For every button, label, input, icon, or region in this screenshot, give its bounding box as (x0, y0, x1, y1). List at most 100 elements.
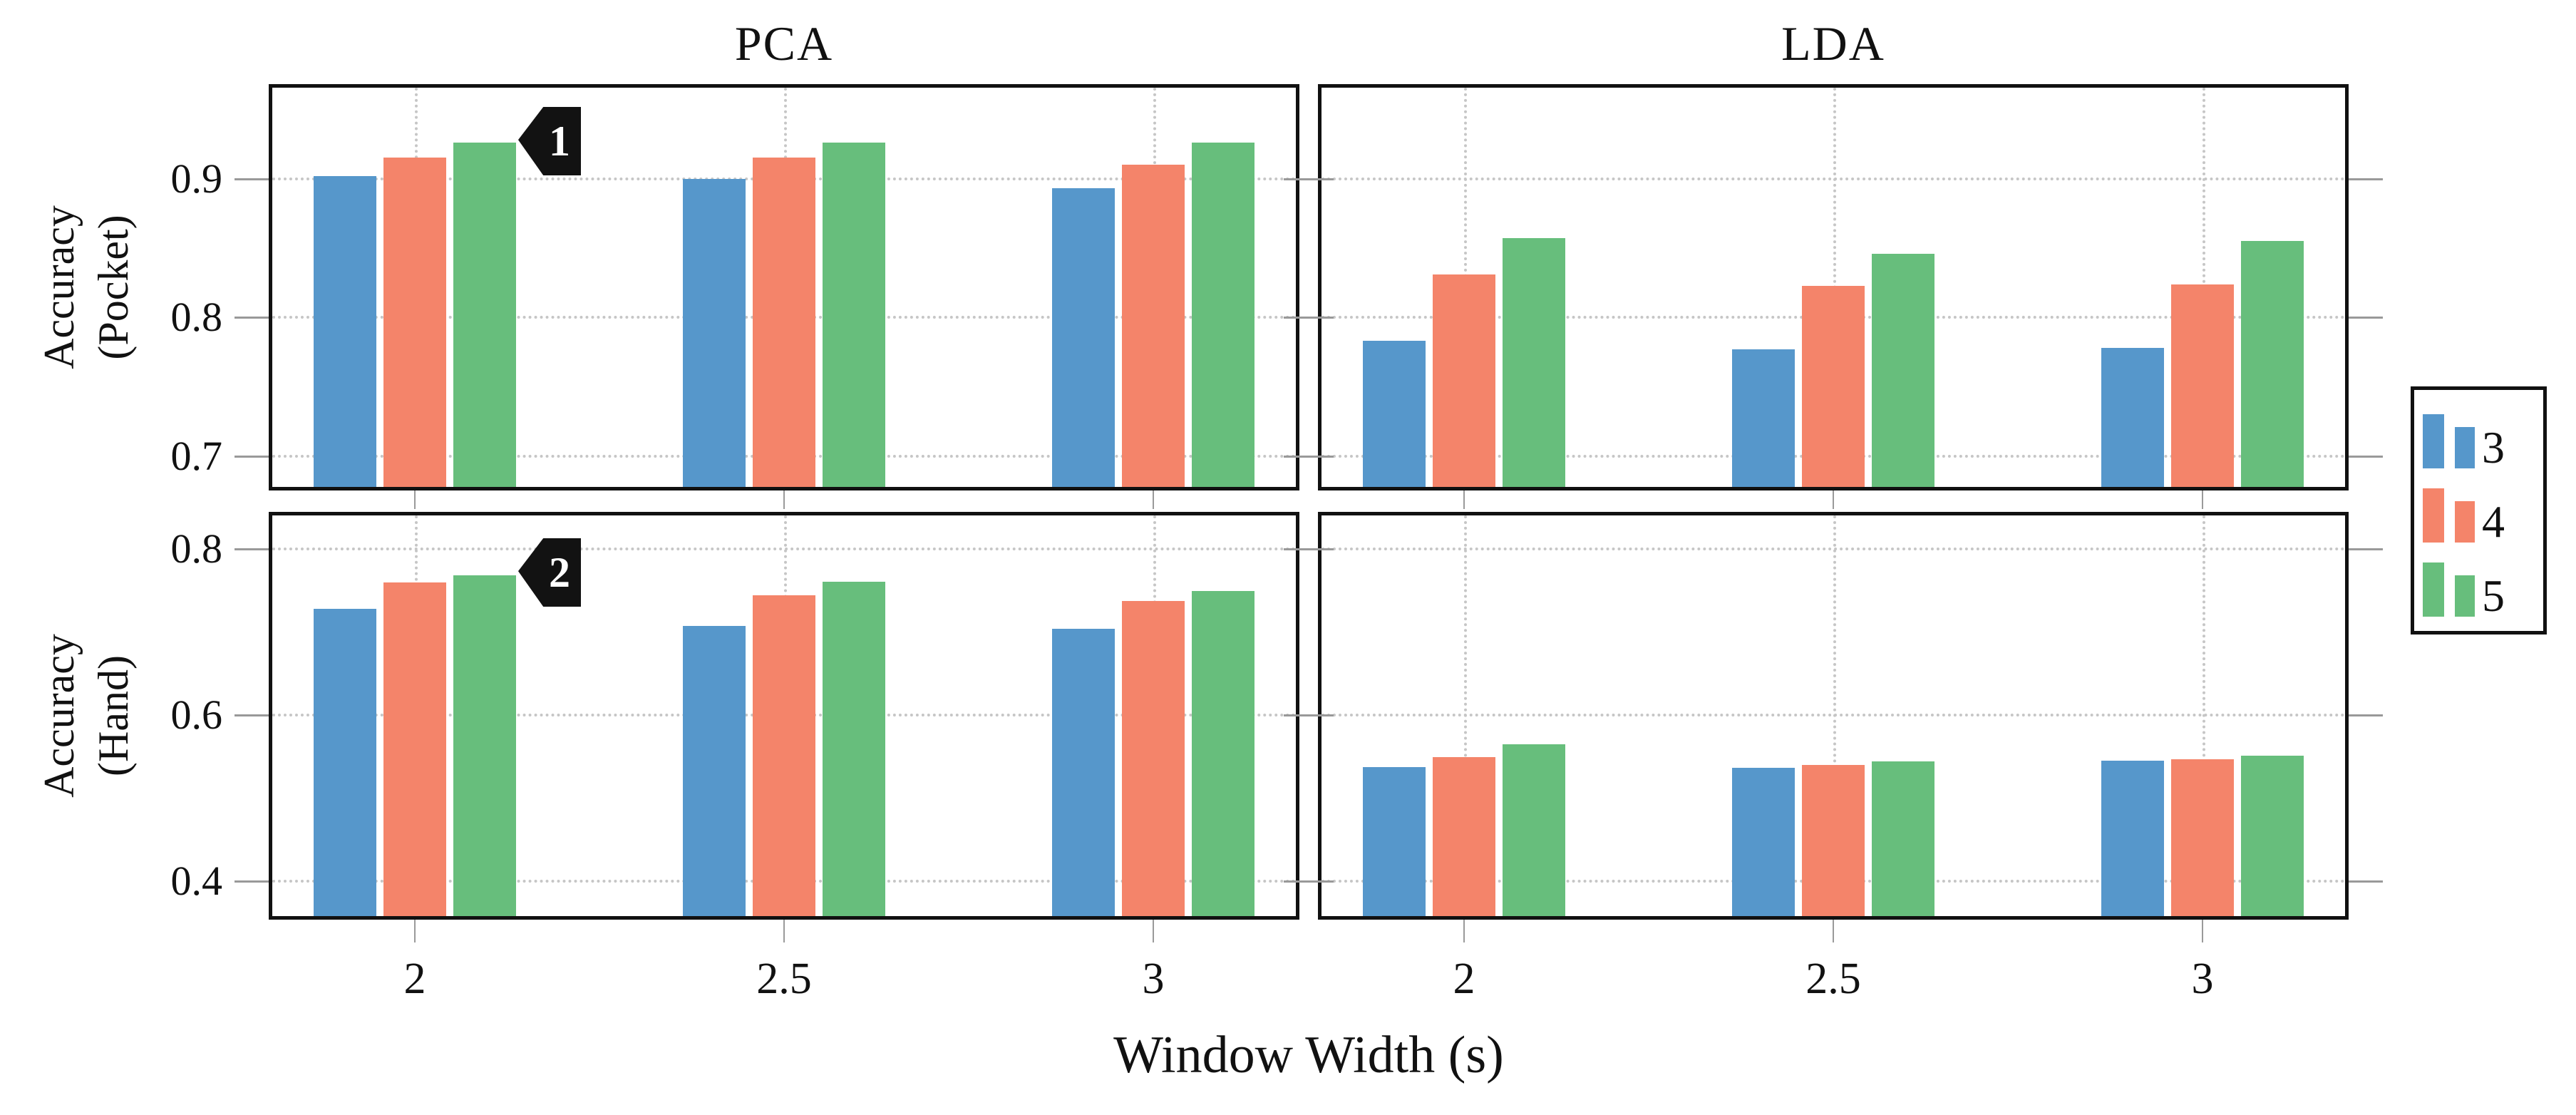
bar-lda-hand-w2.5-s4 (1802, 764, 1865, 916)
x-tick-label-3: 3 (1142, 955, 1165, 1003)
bar-pca-hand-w2-s4 (383, 582, 446, 916)
annotation-marker-1: 1 (518, 107, 581, 175)
plot-area-lda-pocket (1322, 88, 2345, 487)
legend-swatch-4-short (2455, 501, 2475, 543)
legend-swatch-5-short (2455, 575, 2475, 617)
y-tick-label-0.8: 0.8 (170, 294, 223, 341)
y-tick-0.8 (1284, 548, 1318, 550)
y-tick-right-0.8 (2349, 317, 2383, 319)
x-tick-2 (1463, 490, 1465, 509)
annotation-marker-1-label: 1 (549, 117, 570, 165)
bar-lda-hand-w2-s3 (1363, 767, 1426, 916)
x-tick-label-3: 3 (2191, 955, 2214, 1003)
bar-pca-pocket-w2-s4 (383, 158, 446, 487)
legend-swatch-3-short (2455, 427, 2475, 468)
x-tick-2 (1463, 920, 1465, 942)
bar-pca-hand-w3-s3 (1052, 628, 1115, 916)
bar-lda-hand-w3-s4 (2171, 759, 2234, 916)
bar-lda-pocket-w3-s3 (2101, 348, 2164, 487)
y-tick-0.8 (235, 317, 269, 319)
y-tick-right-0.6 (2349, 714, 2383, 716)
x-tick-3 (1153, 490, 1154, 509)
bar-lda-pocket-w2.5-s5 (1872, 253, 1934, 487)
y-tick-0.6 (1284, 714, 1318, 716)
plot-pca-pocket (269, 84, 1299, 490)
bar-pca-pocket-w3-s3 (1052, 188, 1115, 487)
bar-lda-pocket-w2-s4 (1433, 274, 1495, 487)
y-tick-right-0.9 (2349, 178, 2383, 180)
x-tick-label-2: 2 (403, 955, 426, 1003)
bar-lda-pocket-w2-s3 (1363, 341, 1426, 487)
legend-entry-5: 5 (2414, 555, 2543, 621)
x-tick-2.5 (1833, 920, 1834, 942)
y-tick-0.6 (235, 714, 269, 716)
plot-area-lda-hand (1322, 515, 2345, 916)
bar-pca-hand-w2-s3 (314, 608, 376, 916)
y-tick-0.9 (235, 178, 269, 180)
bar-pca-pocket-w2.5-s3 (683, 178, 746, 487)
subplot-title-lda: LDA (1781, 16, 1885, 71)
bar-lda-pocket-w2.5-s3 (1732, 349, 1795, 487)
legend: 3 4 5 (2411, 386, 2547, 634)
y-tick-right-0.8 (2349, 548, 2383, 550)
bar-lda-hand-w2.5-s3 (1732, 768, 1795, 916)
y-tick-right-0.7 (2349, 456, 2383, 458)
y-tick-label-0.8: 0.8 (170, 525, 223, 572)
x-tick-2.5 (1833, 490, 1834, 509)
bar-pca-hand-w2.5-s3 (683, 626, 746, 916)
y-tick-0.8 (1284, 317, 1318, 319)
y-tick-right-0.4 (2349, 880, 2383, 883)
y-gridline-0.6 (1322, 713, 2345, 716)
legend-label-4: 4 (2482, 496, 2505, 547)
x-tick-2.5 (783, 490, 785, 509)
bar-pca-hand-w2.5-s5 (823, 582, 885, 916)
bar-lda-hand-w2-s5 (1503, 744, 1565, 916)
legend-label-3: 3 (2482, 422, 2505, 473)
y-tick-0.7 (1284, 456, 1318, 458)
y-tick-0.9 (1284, 178, 1318, 180)
bar-pca-pocket-w2-s5 (453, 142, 516, 487)
bar-lda-hand-w2-s4 (1433, 757, 1495, 916)
x-tick-label-2.5: 2.5 (756, 955, 812, 1003)
bar-pca-pocket-w2-s3 (314, 175, 376, 487)
legend-swatch-4-tall (2423, 488, 2444, 543)
bar-lda-hand-w3-s3 (2101, 760, 2164, 916)
y-tick-label-0.4: 0.4 (170, 858, 223, 905)
legend-swatch-3-tall (2423, 414, 2444, 468)
y-tick-0.8 (235, 548, 269, 550)
bar-pca-pocket-w3-s5 (1192, 142, 1254, 487)
bar-pca-hand-w3-s4 (1122, 601, 1185, 916)
annotation-marker-2-label: 2 (549, 548, 570, 596)
x-tick-3 (2202, 920, 2203, 942)
plot-area-pca-pocket (272, 88, 1296, 487)
y-gridline-0.9 (1322, 177, 2345, 180)
legend-entry-3: 3 (2414, 407, 2543, 473)
y-tick-0.4 (1284, 880, 1318, 883)
y-tick-0.7 (235, 456, 269, 458)
y-axis-label-pocket-line1: Accuracy (36, 205, 83, 369)
x-tick-3 (2202, 490, 2203, 509)
bar-pca-pocket-w3-s4 (1122, 165, 1185, 487)
bar-lda-pocket-w2-s5 (1503, 238, 1565, 487)
x-tick-label-2.5: 2.5 (1805, 955, 1861, 1003)
y-gridline-0.8 (272, 547, 1296, 550)
legend-swatch-5-tall (2423, 562, 2444, 617)
x-axis-label: Window Width (s) (1113, 1026, 1504, 1084)
legend-entry-4: 4 (2414, 481, 2543, 547)
bar-lda-pocket-w3-s5 (2241, 241, 2304, 487)
y-tick-label-0.7: 0.7 (170, 433, 223, 480)
bar-pca-hand-w3-s5 (1192, 591, 1254, 916)
y-axis-label-hand-line1: Accuracy (36, 634, 83, 798)
x-tick-2.5 (783, 920, 785, 942)
plot-pca-hand (269, 512, 1299, 920)
y-gridline-0.8 (1322, 547, 2345, 550)
x-tick-label-2: 2 (1453, 955, 1475, 1003)
bar-pca-pocket-w2.5-s5 (823, 142, 885, 487)
legend-label-5: 5 (2482, 570, 2505, 621)
y-tick-0.4 (235, 880, 269, 883)
bar-pca-pocket-w2.5-s4 (753, 158, 815, 487)
subplot-title-pca: PCA (734, 16, 834, 71)
bar-lda-pocket-w3-s4 (2171, 284, 2234, 487)
plot-area-pca-hand (272, 515, 1296, 916)
